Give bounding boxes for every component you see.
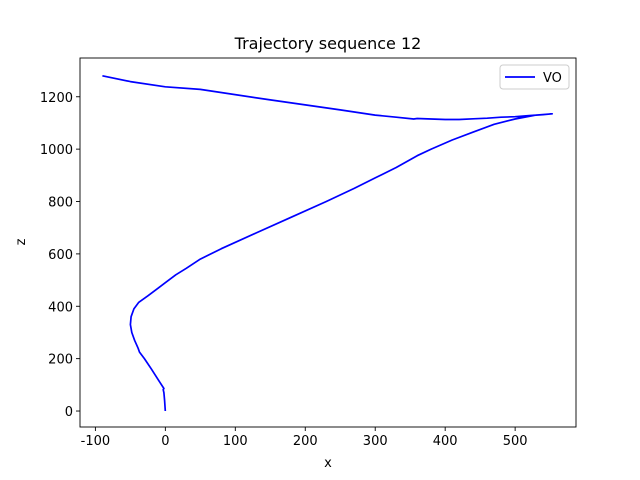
- x-tick-label: 400: [433, 434, 458, 449]
- legend: VO: [499, 64, 570, 90]
- x-tick-label: -100: [81, 434, 111, 449]
- plot-area: [102, 74, 554, 412]
- y-tick-label: 200: [48, 353, 73, 368]
- y-axis: 0 200 400 600 800 1000 1200: [40, 91, 80, 420]
- y-tick-label: 800: [48, 196, 73, 211]
- y-axis-label: z: [14, 238, 29, 245]
- x-tick-label: 300: [363, 434, 388, 449]
- series-line-vo: [102, 74, 554, 412]
- legend-label-vo: VO: [543, 71, 562, 86]
- y-tick-label: 1000: [40, 143, 73, 158]
- y-tick-label: 1200: [40, 91, 73, 106]
- chart-title: Trajectory sequence 12: [234, 34, 422, 53]
- x-tick-label: 500: [503, 434, 528, 449]
- x-axis-label: x: [324, 456, 332, 471]
- y-tick-label: 0: [65, 405, 73, 420]
- y-tick-label: 400: [48, 300, 73, 315]
- x-tick-label: 200: [293, 434, 318, 449]
- axes-frame: [79, 57, 577, 428]
- x-tick-label: 100: [223, 434, 248, 449]
- x-axis: -100 0 100 200 300 400 500: [81, 427, 528, 449]
- x-tick-label: 0: [161, 434, 169, 449]
- y-tick-label: 600: [48, 248, 73, 263]
